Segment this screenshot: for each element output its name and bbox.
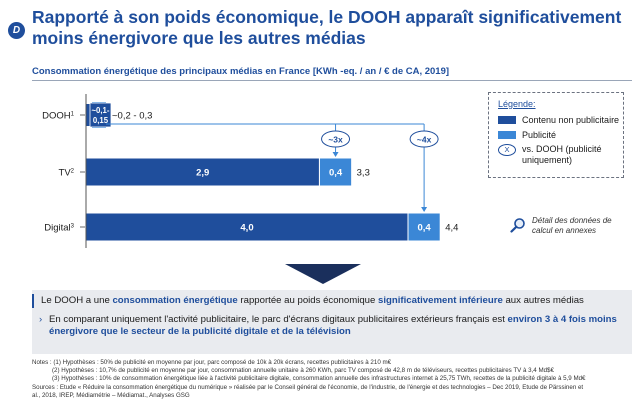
legend-item-comparison: X vs. DOOH (publicité uniquement)	[498, 144, 618, 166]
sources-line-1: Sources : Etude « Réduire la consommatio…	[32, 383, 584, 391]
legend-title: Légende:	[498, 99, 536, 109]
legend-item-ads: Publicité	[498, 130, 556, 140]
data-label-digital-0: 4,0	[240, 223, 253, 234]
legend-label-ads: Publicité	[522, 130, 557, 140]
annex-link-text: Détail des données de calcul en annexes	[532, 216, 612, 235]
conclusion-accent-bar	[32, 294, 34, 308]
chart-title: Consommation énergétique des principaux …	[32, 66, 450, 77]
conclusion-main-text: Le DOOH a une consommation énergétique r…	[41, 295, 626, 306]
conclusion-main-run-1: consommation énergétique	[112, 295, 238, 306]
category-label-digital: Digital3	[44, 223, 74, 234]
energy-bar-chart: DOOH1 ~0,1-0,15 ~0,2 - 0,3 TV2 2,9 0,4 3,3 Digi…	[42, 94, 458, 248]
bar-dooh-content	[86, 104, 92, 126]
data-label-tv-0: 2,9	[196, 168, 209, 179]
page-title: Rapporté à son poids économique, le DOOH…	[32, 7, 622, 48]
legend-swatch-ads	[498, 131, 516, 139]
chevron-right-icon: ›	[39, 314, 43, 325]
conclusion-box: Le DOOH a une consommation énergétique r…	[32, 290, 632, 354]
bar-digital-ads	[407, 212, 441, 242]
conclusion-detail-body: En comparant uniquement l'activité publi…	[49, 314, 617, 337]
data-label-dooh-content: ~0,1-	[92, 106, 110, 115]
conclusion-detail-run-0: En comparant uniquement l'activité publi…	[49, 314, 508, 325]
conclusion-main-run-3: significativement inférieure	[378, 295, 503, 306]
legend-swatch-content	[498, 116, 516, 124]
chart-legend: Légende: Contenu non publicitaire Public…	[488, 92, 624, 178]
conclusion-main-run-4: aux autres médias	[502, 295, 584, 306]
comparison-bubble-0	[321, 130, 351, 148]
footnote-1: Notes : (1) Hypothèses : 50% de publicit…	[32, 359, 392, 366]
brand-logo: D	[8, 22, 25, 39]
conclusion-main-run-2: rapportée au poids économique	[237, 295, 379, 306]
conclusion-detail-run-1: environ 3 à 4 fois moins énergivore que …	[49, 314, 617, 337]
data-label-dooh-ads: 0,15	[93, 116, 109, 125]
bar-tv-content	[85, 157, 320, 187]
conclusion-detail-text: › En comparant uniquement l'activité pub…	[39, 314, 619, 338]
legend-label-content: Contenu non publicitaire	[522, 115, 620, 125]
footnote-3: (3) Hypothèses : 10% de consommation éne…	[52, 375, 586, 383]
footnote-2: (2) Hypothèses : 10,7% de publicité en m…	[52, 367, 554, 375]
bar-tv-ads	[318, 157, 353, 187]
data-label-digital-1: 0,4	[417, 223, 431, 234]
chart-title-rule	[32, 80, 632, 81]
category-label-tv: TV2	[59, 168, 75, 179]
comparison-label-0: ~3x	[328, 135, 343, 145]
annex-link[interactable]: Détail des données de calcul en annexes	[510, 216, 632, 236]
legend-item-content: Contenu non publicitaire	[498, 115, 619, 125]
legend-label-comparison: vs. DOOH (publicité uniquement)	[522, 144, 602, 165]
footnotes: Notes : (1) Hypothèses : 50% de publicit…	[32, 359, 632, 400]
total-label-tv: 3,3	[357, 168, 370, 179]
comparison-arrowhead-0	[332, 152, 339, 157]
comparison-bubble-1	[409, 130, 439, 148]
category-label-dooh: DOOH1	[42, 111, 75, 122]
conclusion-main-run-0: Le DOOH a une	[41, 295, 113, 306]
magnifier-icon	[510, 218, 525, 233]
transition-arrow	[285, 264, 361, 284]
sources-line-2: al., 2018, IREP, Médiamétrie – Médiamat.…	[32, 391, 190, 399]
total-label-dooh: ~0,2 - 0,3	[112, 111, 152, 122]
comparison-arrowhead-1	[421, 207, 428, 212]
data-label-tv-1: 0,4	[329, 168, 343, 179]
legend-comparison-circle: X	[498, 144, 516, 156]
comparison-label-1: ~4x	[417, 135, 432, 145]
dooh-label-box	[89, 102, 112, 128]
total-label-digital: 4,4	[445, 223, 458, 234]
